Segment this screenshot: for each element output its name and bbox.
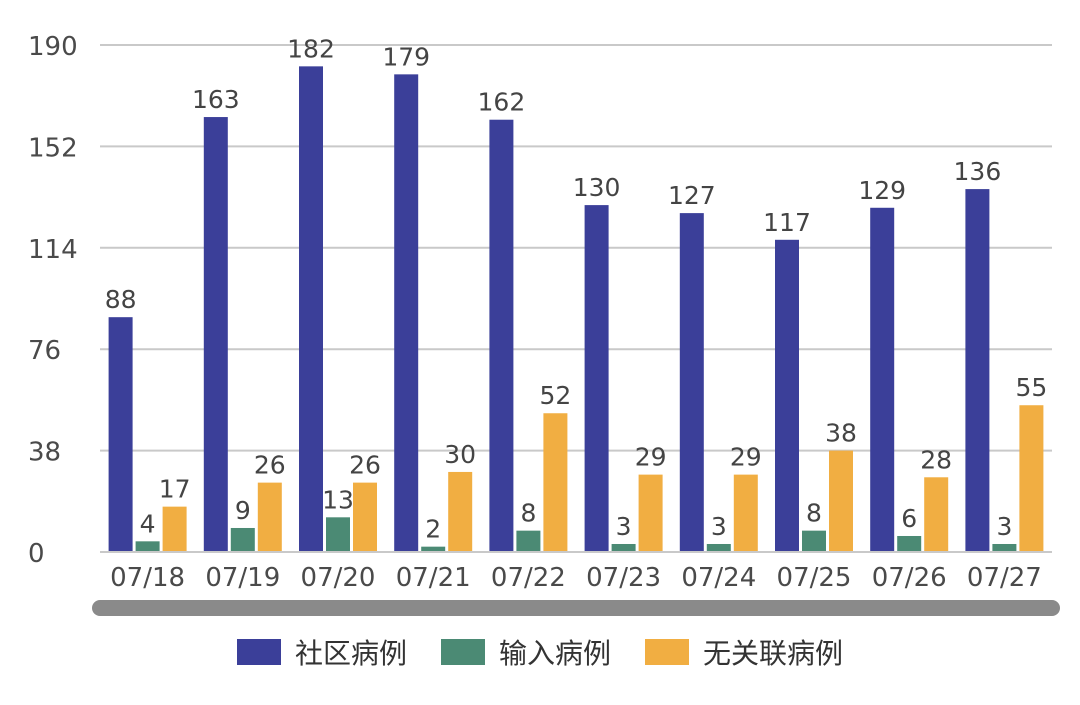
data-label-1-07-25: 8 — [806, 499, 822, 528]
x-tick-label-07-21: 07/21 — [396, 563, 471, 593]
bar-0-07-20 — [299, 66, 323, 553]
y-tick-label-190: 190 — [28, 32, 78, 62]
data-label-0-07-27: 136 — [954, 157, 1002, 186]
legend-item-unlinked: 无关联病例 — [645, 632, 843, 672]
x-tick-label-07-19: 07/19 — [205, 563, 280, 593]
bar-1-07-27 — [992, 543, 1017, 552]
data-label-2-07-23: 29 — [635, 443, 667, 472]
bar-0-07-25 — [775, 239, 799, 552]
legend-label-unlinked: 无关联病例 — [703, 637, 844, 670]
data-label-2-07-21: 30 — [444, 440, 476, 469]
x-tick-label-07-27: 07/27 — [967, 563, 1042, 593]
data-label-0-07-21: 179 — [382, 42, 430, 71]
bar-0-07-24 — [679, 213, 704, 552]
y-tick-label-152: 152 — [28, 133, 78, 163]
data-label-2-07-18: 17 — [159, 475, 191, 504]
legend-label-community: 社区病例 — [294, 637, 407, 670]
data-label-0-07-24: 127 — [668, 181, 716, 210]
x-tick-label-07-22: 07/22 — [491, 563, 566, 593]
data-label-2-07-27: 55 — [1015, 373, 1047, 402]
legend: 社区病例 输入病例 无关联病例 — [0, 628, 1080, 676]
data-label-1-07-20: 13 — [322, 485, 354, 514]
bar-1-07-26 — [897, 535, 922, 552]
x-tick-label-07-24: 07/24 — [681, 563, 756, 593]
legend-item-imported: 输入病例 — [440, 632, 611, 672]
x-tick-label-07-25: 07/25 — [777, 563, 852, 593]
bar-0-07-22 — [489, 119, 514, 552]
data-label-1-07-22: 8 — [520, 499, 536, 528]
data-label-2-07-22: 52 — [539, 381, 571, 410]
data-label-2-07-26: 28 — [920, 445, 952, 474]
bar-1-07-18 — [135, 541, 160, 552]
bar-2-07-23 — [638, 474, 663, 552]
bar-1-07-25 — [802, 530, 826, 552]
x-tick-label-07-20: 07/20 — [301, 563, 376, 593]
y-tick-label-38: 38 — [28, 438, 61, 468]
bar-0-07-26 — [870, 207, 895, 552]
data-label-1-07-21: 2 — [425, 515, 441, 544]
x-tick-label-07-23: 07/23 — [586, 563, 661, 593]
bar-0-07-23 — [584, 205, 609, 552]
bar-1-07-22 — [516, 530, 541, 552]
data-label-0-07-25: 117 — [763, 208, 811, 237]
bar-2-07-27 — [1019, 405, 1044, 552]
bar-2-07-18 — [162, 506, 187, 552]
data-label-0-07-19: 163 — [192, 85, 240, 114]
data-label-0-07-18: 88 — [105, 285, 137, 314]
data-label-1-07-24: 3 — [711, 512, 727, 541]
bar-0-07-21 — [394, 74, 419, 552]
data-label-0-07-26: 129 — [858, 176, 906, 205]
bar-0-07-18 — [108, 317, 133, 552]
data-label-1-07-23: 3 — [616, 512, 632, 541]
legend-swatch-community — [236, 639, 281, 665]
data-label-2-07-19: 26 — [254, 451, 286, 480]
bar-2-07-21 — [448, 471, 473, 552]
bar-1-07-23 — [611, 543, 636, 552]
x-tick-label-07-26: 07/26 — [872, 563, 947, 593]
bar-1-07-19 — [230, 527, 255, 552]
y-tick-label-76: 76 — [28, 336, 61, 366]
bar-1-07-20 — [326, 517, 350, 552]
x-tick-label-07-18: 07/18 — [110, 563, 185, 593]
horizontal-scrollbar[interactable] — [92, 600, 1060, 616]
bar-2-07-20 — [353, 482, 377, 552]
bar-2-07-24 — [733, 474, 758, 552]
data-label-0-07-23: 130 — [573, 173, 621, 202]
y-tick-label-0: 0 — [28, 539, 45, 569]
bar-2-07-25 — [829, 450, 853, 552]
bar-1-07-21 — [421, 546, 446, 552]
legend-swatch-imported — [440, 639, 485, 665]
bar-0-07-19 — [203, 117, 228, 553]
bar-2-07-26 — [924, 477, 949, 552]
data-label-0-07-20: 182 — [287, 34, 335, 63]
data-label-2-07-24: 29 — [730, 443, 762, 472]
data-label-1-07-18: 4 — [140, 509, 156, 538]
y-tick-label-114: 114 — [28, 235, 78, 265]
data-label-1-07-27: 3 — [996, 512, 1012, 541]
bar-2-07-19 — [257, 482, 282, 552]
data-label-2-07-25: 38 — [825, 419, 857, 448]
bar-2-07-22 — [543, 413, 568, 552]
bar-1-07-24 — [706, 543, 731, 552]
data-label-0-07-22: 162 — [478, 88, 526, 117]
data-label-2-07-20: 26 — [349, 451, 381, 480]
legend-label-imported: 输入病例 — [498, 637, 611, 670]
data-label-1-07-19: 9 — [235, 496, 251, 525]
legend-item-community: 社区病例 — [236, 632, 407, 672]
bar-0-07-27 — [965, 189, 990, 553]
data-label-1-07-26: 6 — [901, 504, 917, 533]
legend-swatch-unlinked — [645, 639, 689, 665]
